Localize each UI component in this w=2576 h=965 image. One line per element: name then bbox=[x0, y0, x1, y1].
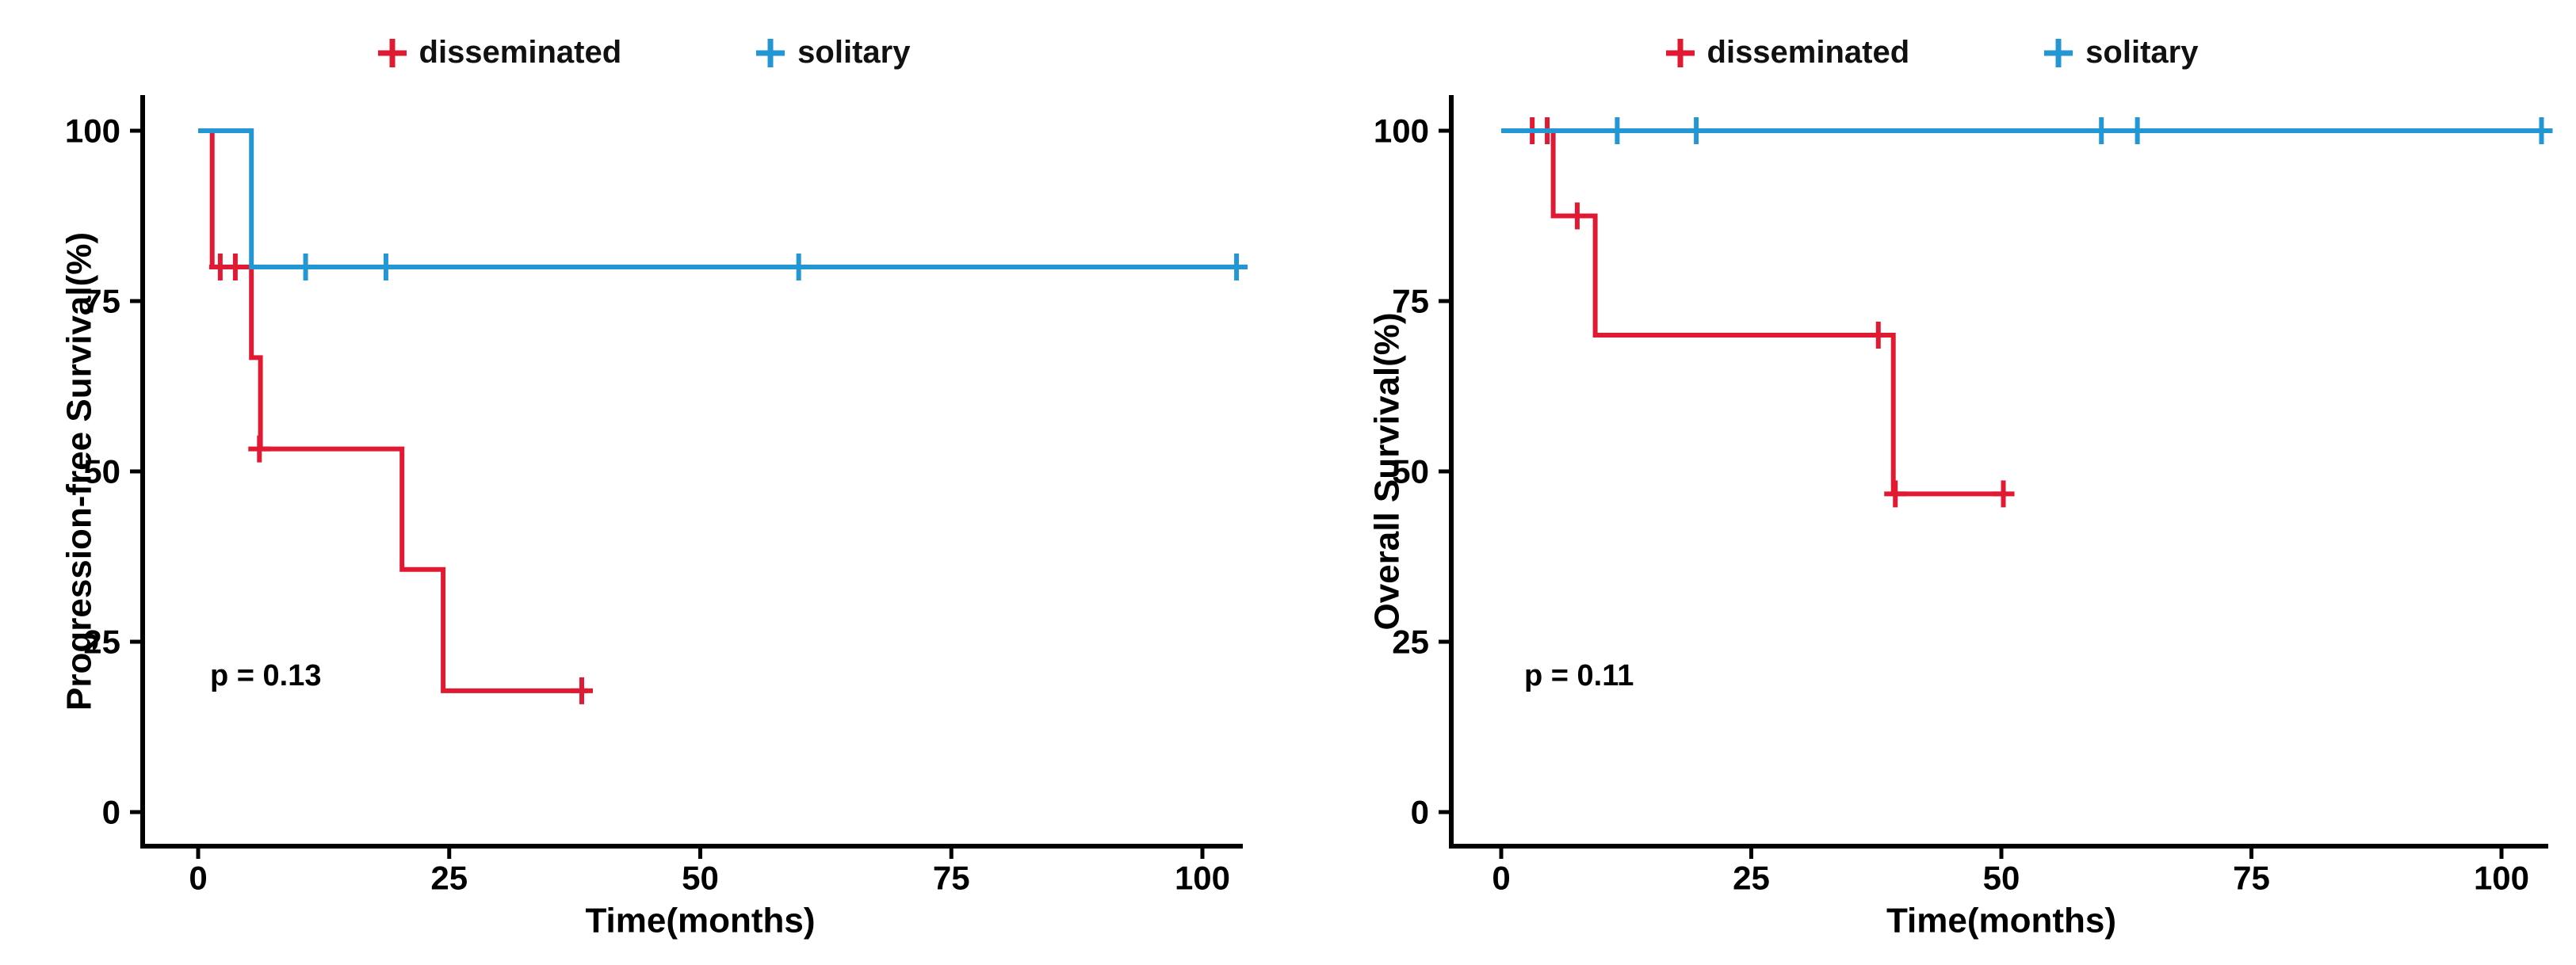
step-curve-disseminated bbox=[1501, 128, 2007, 497]
x-axis-title: Time(months) bbox=[585, 902, 815, 940]
censor-plus-icon bbox=[374, 254, 397, 280]
os-plot-svg: 0 25 50 75 100 0 25 50 75 100 Time(months) Overall … bbox=[1368, 95, 2553, 940]
x-tick-label: 75 bbox=[2233, 860, 2270, 897]
x-tick-label: 50 bbox=[682, 860, 719, 897]
x-tick-label: 25 bbox=[1733, 860, 1770, 897]
y-tick-label: 100 bbox=[1374, 113, 1429, 150]
series-solitary bbox=[1501, 117, 2553, 144]
x-tick-label: 0 bbox=[1492, 860, 1510, 897]
y-axis-title: Overall Survival(%) bbox=[1368, 312, 1407, 630]
panel-progression-free-survival: 0 25 50 75 100 0 25 50 75 100 Time(months) Progress… bbox=[0, 0, 1288, 965]
censor-plus-icon bbox=[224, 254, 247, 280]
y-tick-label: 25 bbox=[1392, 624, 1429, 661]
censor-plus-icon bbox=[1884, 480, 1907, 508]
x-tick-label: 75 bbox=[933, 860, 970, 897]
x-tick-label: 50 bbox=[1983, 860, 2020, 897]
censor-plus-icon bbox=[2530, 117, 2553, 144]
censor-plus-icon bbox=[570, 677, 593, 704]
x-tick-label: 100 bbox=[1175, 860, 1230, 897]
y-tick-label: 0 bbox=[102, 794, 120, 831]
censor-plus-icon bbox=[1565, 202, 1588, 230]
censor-plus-icon bbox=[787, 254, 810, 280]
y-tick-label: 25 bbox=[83, 624, 120, 661]
pfs-plot-svg: 0 25 50 75 100 0 25 50 75 100 Time(months) Progress… bbox=[60, 95, 1248, 940]
series-disseminated bbox=[1501, 117, 2015, 508]
censor-plus-icon bbox=[1992, 480, 2015, 508]
censor-plus-icon bbox=[2090, 117, 2113, 144]
y-tick-label: 50 bbox=[83, 453, 120, 490]
y-tick-label: 75 bbox=[83, 283, 120, 320]
censor-plus-icon bbox=[248, 435, 271, 463]
step-curve-solitary bbox=[198, 128, 1240, 269]
y-axis-title: Progression-free Survival(%) bbox=[60, 232, 99, 711]
x-tick-label: 0 bbox=[189, 860, 207, 897]
step-curve-disseminated bbox=[198, 128, 588, 693]
censor-plus-icon bbox=[1867, 322, 1890, 349]
x-tick-label: 100 bbox=[2474, 860, 2529, 897]
censor-plus-icon bbox=[294, 254, 317, 280]
x-axis-title: Time(months) bbox=[1886, 902, 2116, 940]
censor-plus-icon bbox=[1685, 117, 1708, 144]
p-value-label: p = 0.13 bbox=[210, 659, 321, 692]
censor-plus-icon bbox=[1225, 254, 1248, 280]
y-tick-label: 0 bbox=[1411, 794, 1429, 831]
censor-plus-icon bbox=[1606, 117, 1629, 144]
x-tick-label: 25 bbox=[430, 860, 468, 897]
series-disseminated bbox=[198, 128, 593, 704]
censor-plus-icon bbox=[2126, 117, 2149, 144]
y-tick-label: 50 bbox=[1392, 453, 1429, 490]
y-tick-label: 75 bbox=[1392, 283, 1429, 320]
series-solitary bbox=[198, 128, 1248, 280]
panel-overall-survival: 0 25 50 75 100 0 25 50 75 100 Time(months) Overall … bbox=[1288, 0, 2576, 965]
y-tick-label: 100 bbox=[65, 113, 120, 150]
p-value-label: p = 0.11 bbox=[1524, 659, 1634, 692]
